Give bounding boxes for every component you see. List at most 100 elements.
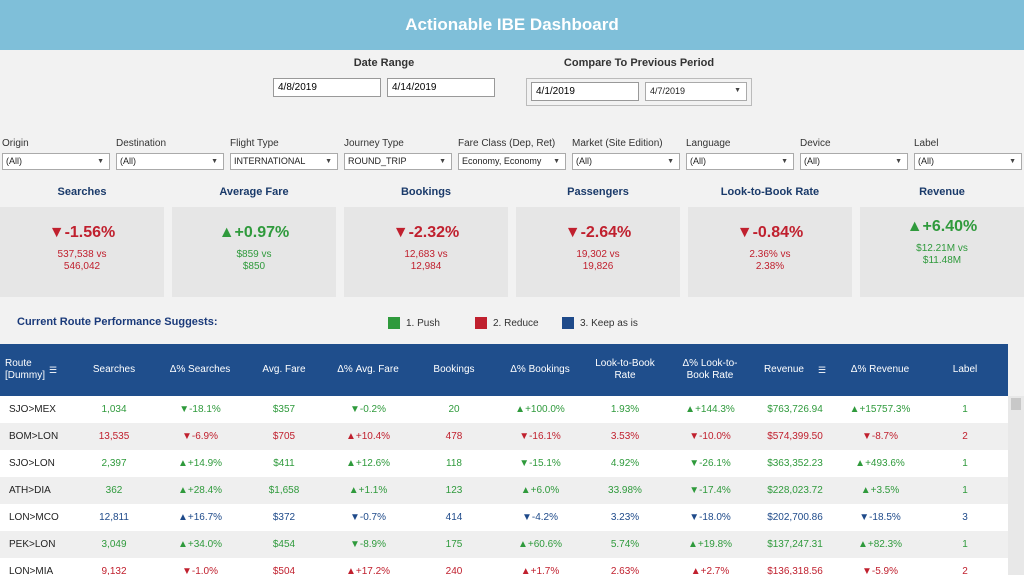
col-header-look-to-book[interactable]: Look-to-Book Rate — [595, 358, 655, 381]
cell-look-to-book: 1.93% — [610, 404, 640, 415]
kpi-previous: 2.38% — [755, 261, 785, 272]
cell-route: LON>MIA — [9, 566, 54, 575]
cell-delta-revenue: ▼-5.9% — [861, 566, 899, 575]
kpi-card-look-to-book: ▼-0.84% 2.36% vs 2.38% — [688, 207, 852, 297]
destination-select[interactable]: (All) ▼ — [116, 153, 224, 170]
chevron-down-icon: ▼ — [781, 158, 788, 165]
cell-route: PEK>LON — [9, 539, 56, 550]
chevron-down-icon: ▼ — [734, 87, 741, 94]
kpi-titles: Searches Average Fare Bookings Passenger… — [0, 186, 1024, 202]
cell-delta-look-to-book: ▲+2.7% — [690, 566, 730, 575]
filter-label: Origin — [2, 138, 29, 149]
filter-label: Journey Type — [344, 138, 404, 149]
journey-type-select[interactable]: ROUND_TRIP ▼ — [344, 153, 452, 170]
legend-reduce[interactable]: 2. Reduce — [475, 317, 539, 329]
table-row[interactable]: SJO>LON 2,397 ▲+14.9% $411 ▲+12.6% 118 ▼-15.1%… — [0, 450, 1008, 477]
table-row[interactable]: SJO>MEX 1,034 ▼-18.1% $357 ▼-0.2% 20 ▲+100.0% 1… — [0, 396, 1008, 423]
device-select[interactable]: (All) ▼ — [800, 153, 908, 170]
cell-searches: 9,132 — [101, 566, 127, 575]
scrollbar-thumb[interactable] — [1011, 398, 1021, 410]
legend-push[interactable]: 1. Push — [388, 317, 440, 329]
date-range-start-input[interactable] — [273, 78, 381, 97]
dashboard-header: Actionable IBE Dashboard — [0, 0, 1024, 50]
route-performance-table: Route [Dummy] ☰ Searches Δ% Searches Avg.… — [0, 344, 1008, 575]
col-header-delta-revenue[interactable]: Δ% Revenue — [850, 364, 910, 375]
table-row[interactable]: LON>MIA 9,132 ▼-1.0% $504 ▲+17.2% 240 ▲+1.7% 2.… — [0, 558, 1008, 575]
cell-avg-fare: $504 — [272, 566, 296, 575]
chevron-down-icon: ▼ — [211, 158, 218, 165]
chevron-down-icon: ▼ — [325, 158, 332, 165]
cell-revenue: $136,318.56 — [767, 566, 823, 575]
kpi-title-look-to-book: Look-to-Book Rate — [720, 186, 820, 198]
table-row[interactable]: LON>MCO 12,811 ▲+16.7% $372 ▼-0.7% 414 ▼-4.2% 3… — [0, 504, 1008, 531]
kpi-card-searches: ▼-1.56% 537,538 vs 546,042 — [0, 207, 164, 297]
filter-label: Device — [800, 138, 831, 149]
col-header-label: Route [Dummy] — [5, 358, 45, 381]
kpi-current: 2.36% vs — [749, 249, 791, 260]
filter-value: (All) — [804, 156, 820, 166]
legend-keep[interactable]: 3. Keep as is — [562, 317, 638, 329]
filter-market: Market (Site Edition) (All) ▼ — [572, 138, 680, 170]
cell-delta-bookings: ▼-4.2% — [521, 512, 559, 523]
table-row[interactable]: ATH>DIA 362 ▲+28.4% $1,658 ▲+1.1% 123 ▲+6.0% 33… — [0, 477, 1008, 504]
cell-revenue: $574,399.50 — [767, 431, 823, 442]
col-header-delta-avg-fare[interactable]: Δ% Avg. Fare — [337, 364, 399, 375]
kpi-card-passengers: ▼-2.64% 19,302 vs 19,826 — [516, 207, 680, 297]
cell-revenue: $137,247.31 — [767, 539, 823, 550]
chevron-down-icon: ▼ — [439, 158, 446, 165]
cell-label: 1 — [962, 485, 968, 496]
kpi-previous: 12,984 — [410, 261, 442, 272]
table-scrollbar[interactable] — [1008, 396, 1024, 575]
compare-end-select[interactable]: 4/7/2019 ▼ — [645, 82, 747, 101]
cell-bookings: 414 — [445, 512, 463, 523]
filter-flight-type: Flight Type INTERNATIONAL ▼ — [230, 138, 338, 170]
legend-label: 1. Push — [406, 317, 440, 329]
filter-label-select-group: Label (All) ▼ — [914, 138, 1022, 170]
kpi-previous: $11.48M — [922, 255, 962, 266]
kpi-card-average-fare: ▲+0.97% $859 vs $850 — [172, 207, 336, 297]
cell-delta-avg-fare: ▼-8.9% — [349, 539, 387, 550]
fare-class-select[interactable]: Economy, Economy ▼ — [458, 153, 566, 170]
cell-delta-revenue: ▼-8.7% — [861, 431, 899, 442]
compare-start-input[interactable] — [531, 82, 639, 101]
cell-delta-searches: ▲+28.4% — [177, 485, 223, 496]
col-header-bookings[interactable]: Bookings — [433, 364, 475, 375]
col-header-label-col[interactable]: Label — [952, 364, 978, 375]
kpi-change: ▼-2.64% — [564, 224, 632, 241]
kpi-change: ▲+6.40% — [906, 218, 978, 235]
sort-icon[interactable]: ☰ — [49, 365, 58, 375]
col-header-avg-fare[interactable]: Avg. Fare — [262, 364, 306, 375]
cell-delta-bookings: ▲+6.0% — [520, 485, 560, 496]
chevron-down-icon: ▼ — [895, 158, 902, 165]
chevron-down-icon: ▼ — [97, 158, 104, 165]
col-header-delta-searches[interactable]: Δ% Searches — [169, 364, 231, 375]
kpi-card-revenue: ▲+6.40% $12.21M vs $11.48M — [860, 207, 1024, 297]
kpi-current: $859 vs — [236, 249, 272, 260]
cell-delta-look-to-book: ▼-26.1% — [689, 458, 731, 469]
kpi-current: 537,538 vs — [57, 249, 107, 260]
cell-delta-avg-fare: ▼-0.2% — [349, 404, 387, 415]
sort-icon[interactable]: ☰ — [817, 365, 827, 375]
col-header-route[interactable]: Route [Dummy] ☰ — [0, 344, 58, 396]
flight-type-select[interactable]: INTERNATIONAL ▼ — [230, 153, 338, 170]
col-header-searches[interactable]: Searches — [92, 364, 136, 375]
col-header-delta-bookings[interactable]: Δ% Bookings — [510, 364, 570, 375]
cell-bookings: 240 — [445, 566, 463, 575]
cell-revenue: $763,726.94 — [767, 404, 823, 415]
origin-select[interactable]: (All) ▼ — [2, 153, 110, 170]
cell-delta-revenue: ▲+15757.3% — [849, 404, 911, 415]
col-header-revenue[interactable]: Revenue ☰ — [755, 344, 835, 396]
chevron-down-icon: ▼ — [553, 158, 560, 165]
date-range-end-input[interactable] — [387, 78, 495, 97]
col-header-delta-look-to-book[interactable]: Δ% Look-to-Book Rate — [682, 358, 738, 381]
table-row[interactable]: PEK>LON 3,049 ▲+34.0% $454 ▼-8.9% 175 ▲+60.6% 5… — [0, 531, 1008, 558]
language-select[interactable]: (All) ▼ — [686, 153, 794, 170]
table-row[interactable]: BOM>LON 13,535 ▼-6.9% $705 ▲+10.4% 478 ▼-16.1%… — [0, 423, 1008, 450]
filter-value: (All) — [120, 156, 136, 166]
cell-delta-avg-fare: ▲+10.4% — [345, 431, 391, 442]
compare-period-control: Compare To Previous Period 4/7/2019 ▼ — [526, 57, 752, 106]
cell-delta-avg-fare: ▼-0.7% — [349, 512, 387, 523]
filter-origin: Origin (All) ▼ — [2, 138, 110, 170]
label-select[interactable]: (All) ▼ — [914, 153, 1022, 170]
market-select[interactable]: (All) ▼ — [572, 153, 680, 170]
